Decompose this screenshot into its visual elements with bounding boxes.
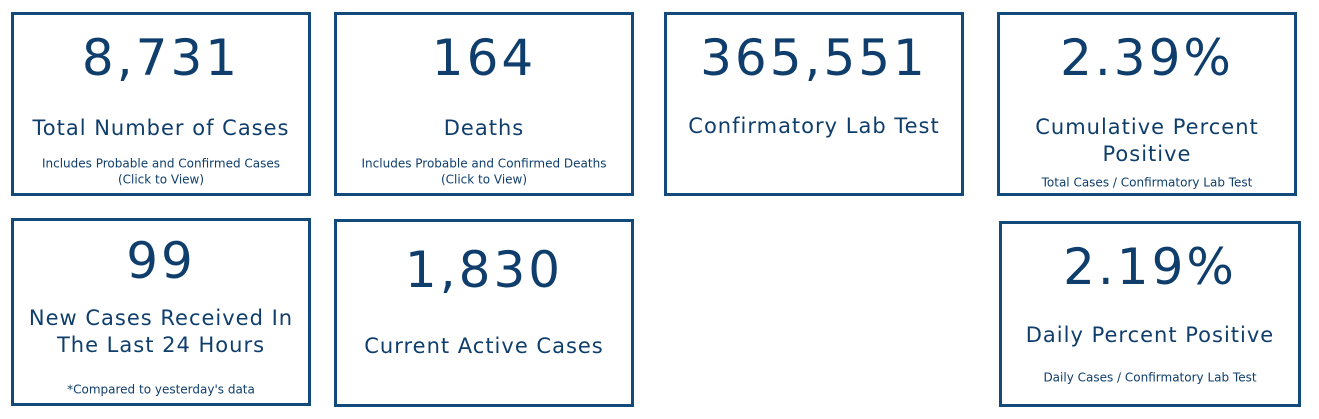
kpi-label: New Cases Received In xyxy=(28,306,294,330)
kpi-label: Positive xyxy=(1102,142,1192,166)
kpi-label: Cumulative Percent xyxy=(1035,115,1259,139)
kpi-label: The Last 24 Hours xyxy=(56,333,266,357)
kpi-note: Daily Cases / Confirmatory Lab Test xyxy=(1043,370,1257,385)
kpi-note: (Click to View) xyxy=(117,172,205,187)
kpi-card: 2.19% Daily Percent Positive Daily Cases /… xyxy=(999,221,1301,407)
kpi-value: 1,830 xyxy=(404,241,564,299)
kpi-note: (Click to View) xyxy=(440,172,528,187)
kpi-value: 365,551 xyxy=(700,29,928,87)
kpi-note: *Compared to yesterday's data xyxy=(67,382,255,397)
kpi-value: 8,731 xyxy=(81,29,241,87)
kpi-label: Current Active Cases xyxy=(364,334,604,358)
kpi-card: 2.39% Cumulative Percent Positive Total Cas… xyxy=(997,12,1297,196)
kpi-note: Total Cases / Confirmatory Lab Test xyxy=(1041,175,1253,190)
kpi-value: 2.39% xyxy=(1060,29,1234,87)
kpi-label: Deaths xyxy=(443,116,525,140)
kpi-label: Total Number of Cases xyxy=(32,116,290,140)
kpi-note: Includes Probable and Confirmed Deaths xyxy=(361,156,607,171)
kpi-label: Confirmatory Lab Test xyxy=(688,114,940,138)
kpi-value: 2.19% xyxy=(1063,238,1237,296)
kpi-card[interactable]: 164 Deaths Includes Probable and Confirmed… xyxy=(334,12,634,196)
kpi-value: 164 xyxy=(431,29,537,87)
kpi-card[interactable]: 8,731 Total Number of Cases Includes Proba… xyxy=(11,12,311,196)
kpi-label: Daily Percent Positive xyxy=(1025,323,1275,347)
kpi-card: 99 New Cases Received In The Last 24 Hours… xyxy=(11,218,311,406)
kpi-value: 99 xyxy=(126,232,196,290)
kpi-note: Includes Probable and Confirmed Cases xyxy=(41,156,281,171)
kpi-card: 1,830 Current Active Cases xyxy=(334,219,634,407)
kpi-card: 365,551 Confirmatory Lab Test xyxy=(664,12,964,196)
